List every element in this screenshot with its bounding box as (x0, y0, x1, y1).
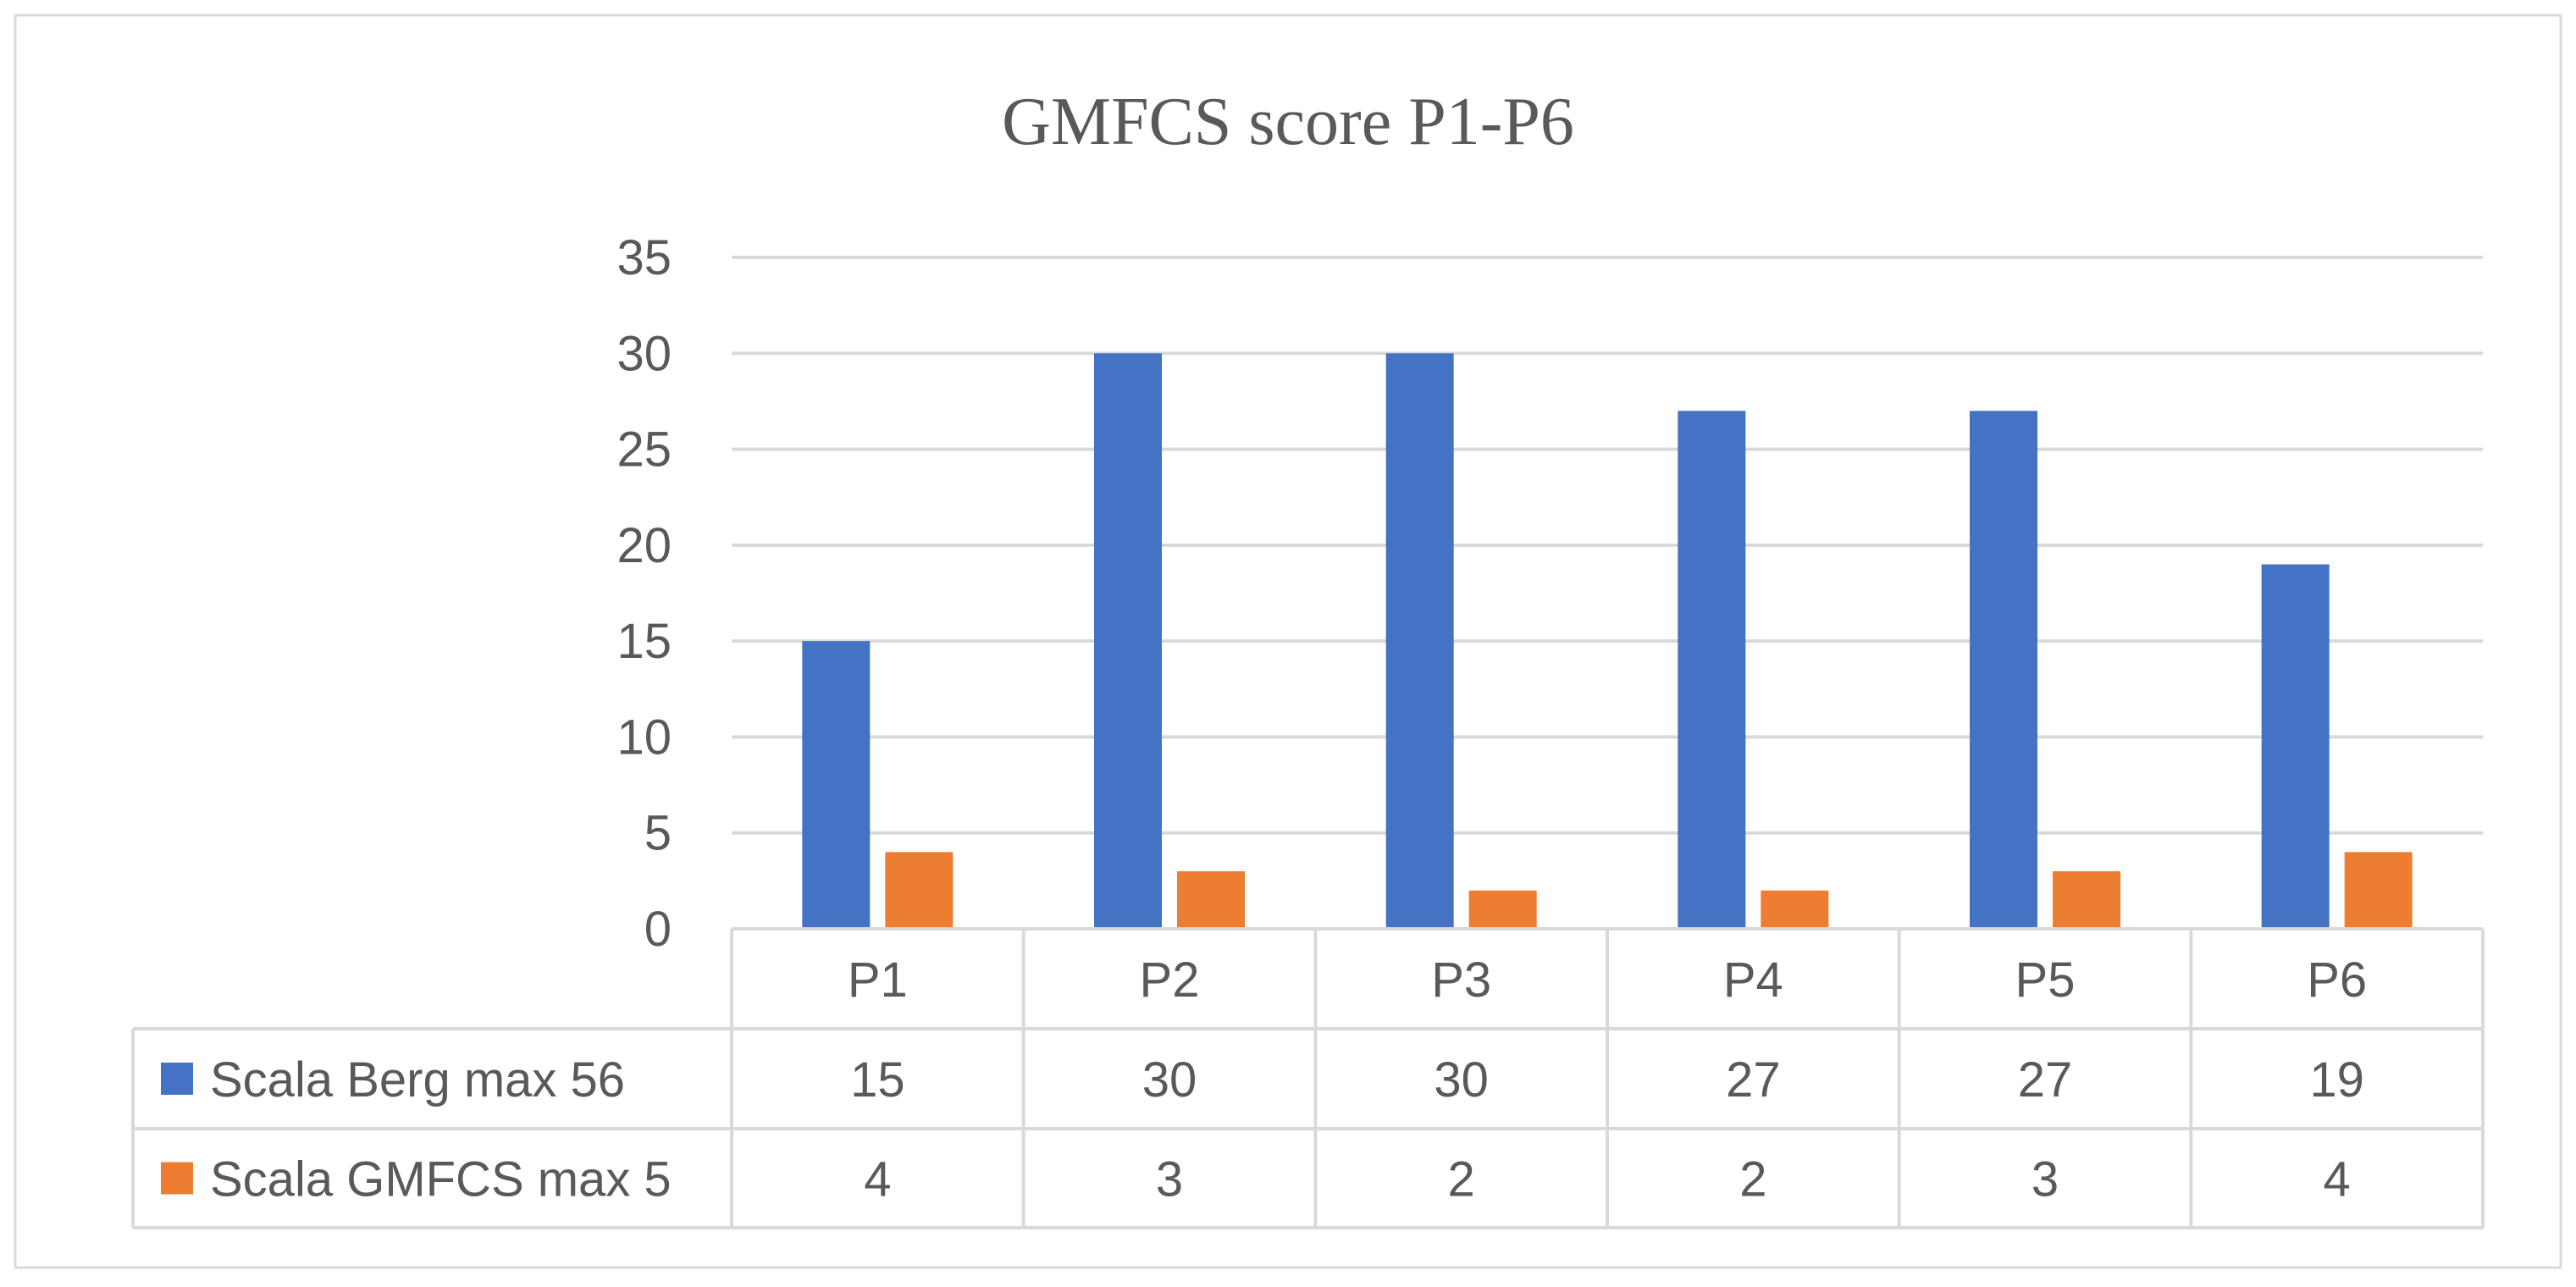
bar-p4-series-1 (1678, 411, 1746, 929)
table-value: 19 (2309, 1052, 2364, 1107)
y-tick-label: 10 (616, 710, 672, 765)
bar-p6-series-2 (2344, 852, 2413, 929)
table-value: 27 (1726, 1052, 1781, 1107)
bar-p2-series-2 (1177, 871, 1245, 929)
bar-p6-series-1 (2261, 564, 2330, 929)
table-value: 2 (1739, 1152, 1766, 1207)
chart-title: GMFCS score P1-P6 (1002, 85, 1574, 159)
y-tick-label: 35 (616, 230, 672, 285)
table-value: 30 (1142, 1052, 1197, 1107)
y-tick-label: 20 (616, 518, 672, 573)
legend-key-series-2 (161, 1162, 193, 1195)
table-value: 4 (2324, 1152, 2351, 1207)
table-value: 4 (864, 1152, 891, 1207)
table-value: 2 (1448, 1152, 1475, 1207)
bar-p3-series-2 (1468, 890, 1537, 929)
x-tick-label: P4 (1723, 953, 1783, 1008)
y-tick-label: 0 (644, 902, 672, 957)
y-tick-label: 25 (616, 423, 672, 478)
table-value: 15 (850, 1052, 905, 1107)
data-table: P1 P2 P3 P4 P5 P6 Scala Berg max 56 15 30 30 27 27 1… (131, 927, 2485, 1229)
legend-label: Scala Berg max 56 (210, 1052, 625, 1107)
x-tick-label: P3 (1431, 953, 1491, 1008)
bar-p3-series-1 (1385, 353, 1454, 929)
y-axis-ticks: 0 5 10 15 20 25 30 35 (616, 230, 672, 957)
x-tick-label: P1 (848, 953, 908, 1008)
gridlines (732, 256, 2483, 835)
bar-p5-series-2 (2053, 871, 2120, 929)
bar-p1-series-2 (885, 852, 954, 929)
bar-p1-series-1 (802, 641, 871, 929)
legend-key-series-1 (161, 1063, 193, 1095)
y-tick-label: 5 (644, 806, 672, 861)
bar-p5-series-1 (1970, 411, 2037, 929)
table-value: 3 (2032, 1152, 2059, 1207)
table-value: 30 (1434, 1052, 1489, 1107)
x-tick-label: P5 (2015, 953, 2076, 1008)
y-tick-label: 15 (616, 614, 672, 669)
bars (802, 353, 2413, 929)
x-tick-label: P2 (1140, 953, 1200, 1008)
table-value: 27 (2018, 1052, 2073, 1107)
x-tick-label: P6 (2307, 953, 2367, 1008)
y-tick-label: 30 (616, 326, 672, 381)
legend-label: Scala GMFCS max 5 (210, 1152, 672, 1207)
bar-p4-series-2 (1761, 890, 1829, 929)
table-value: 3 (1156, 1152, 1183, 1207)
bar-p2-series-1 (1094, 353, 1162, 929)
